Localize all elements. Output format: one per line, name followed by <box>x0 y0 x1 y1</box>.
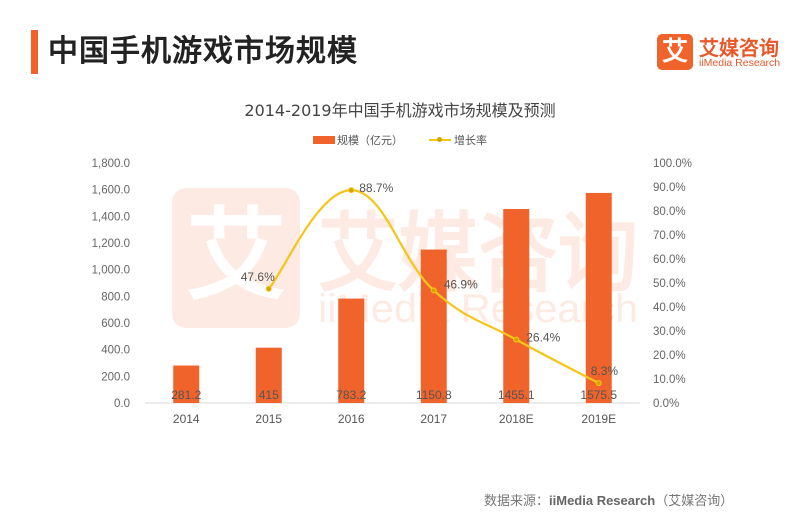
watermark-logo-mark: 艾 <box>186 197 286 314</box>
right-tick-label: 10.0% <box>653 374 686 386</box>
x-tick-label: 2015 <box>255 412 282 426</box>
source-suffix: （艾媒咨询） <box>655 494 734 509</box>
x-tick-label: 2019E <box>581 412 616 426</box>
right-tick-label: 80.0% <box>653 206 686 218</box>
left-tick-label: 1,600.0 <box>92 185 130 197</box>
x-tick-label: 2016 <box>338 412 365 426</box>
bar <box>503 208 530 403</box>
bar-labels: 281.2 415 783.2 1150.8 1455.1 1575.5 <box>171 388 617 402</box>
growth-point <box>265 285 272 292</box>
right-tick-label: 90.0% <box>653 182 686 194</box>
bar-value-label: 1150.8 <box>416 388 452 402</box>
left-tick-label: 0.0 <box>114 398 130 410</box>
logo-text-en: iiMedia Research <box>699 57 781 69</box>
left-tick-label: 600.0 <box>101 318 130 330</box>
chart-title: 2014-2019年中国手机游戏市场规模及预测 <box>244 101 556 120</box>
growth-point <box>595 380 602 387</box>
growth-value-label: 88.7% <box>359 181 393 195</box>
legend-bar-label: 规模（亿元） <box>337 134 403 147</box>
growth-point <box>513 336 520 343</box>
left-tick-label: 400.0 <box>101 345 130 357</box>
title-accent-bar <box>31 30 38 74</box>
watermark-logo-box <box>172 188 300 328</box>
brand-logo: 艾 艾媒咨询 iiMedia Research <box>657 34 800 78</box>
right-tick-label: 20.0% <box>653 350 686 362</box>
left-tick-label: 1,400.0 <box>92 211 130 223</box>
watermark: 艾 艾媒咨询 iiMedia Research <box>172 188 638 331</box>
bar <box>173 365 200 403</box>
right-axis: 0.0% 10.0% 20.0% 30.0% 40.0% 50.0% 60.0% 70.0% 8… <box>653 158 692 410</box>
left-axis: 0.0 200.0 400.0 600.0 800.0 1,000.0 1,200.0 1,4… <box>92 158 130 410</box>
right-tick-label: 0.0% <box>653 398 679 410</box>
growth-value-label: 46.9% <box>444 277 478 291</box>
watermark-text-cn: 艾媒咨询 <box>318 204 638 304</box>
watermark-text-en: iiMedia Research <box>318 287 638 331</box>
bar <box>338 298 365 403</box>
data-source: 数据来源：iiMedia Research（艾媒咨询） <box>484 490 733 509</box>
logo-mark-icon: 艾 <box>657 34 693 70</box>
left-tick-label: 800.0 <box>101 291 130 303</box>
growth-value-label: 26.4% <box>526 331 560 345</box>
page-title: 中国手机游戏市场规模 <box>48 34 358 69</box>
bar-value-label: 281.2 <box>171 388 201 402</box>
bar <box>585 192 612 403</box>
left-tick-label: 1,000.0 <box>92 265 130 277</box>
x-axis-ticks: 2014 2015 2016 2017 2018E 2019E <box>173 412 616 426</box>
left-tick-label: 1,200.0 <box>92 238 130 250</box>
source-name: iiMedia Research <box>549 493 656 508</box>
x-tick-label: 2017 <box>420 412 447 426</box>
bar-value-label: 783.2 <box>336 388 366 402</box>
growth-line: 47.6% 88.7% 46.9% 26.4% 8.3% <box>241 181 619 387</box>
growth-line-path <box>267 189 600 385</box>
right-tick-label: 70.0% <box>653 230 686 242</box>
growth-value-label: 8.3% <box>591 364 619 378</box>
bar-value-label: 415 <box>259 388 279 402</box>
bar <box>420 249 447 403</box>
source-prefix: 数据来源： <box>484 494 550 509</box>
right-tick-label: 50.0% <box>653 278 686 290</box>
x-tick-label: 2014 <box>173 412 200 426</box>
left-tick-label: 1,800.0 <box>92 158 130 170</box>
legend-bar-swatch <box>313 136 335 144</box>
growth-value-label: 47.6% <box>241 270 275 284</box>
right-tick-label: 30.0% <box>653 326 686 338</box>
right-tick-label: 60.0% <box>653 254 686 266</box>
left-tick-label: 200.0 <box>101 371 130 383</box>
growth-point <box>348 187 355 194</box>
growth-point <box>430 287 437 294</box>
logo-text-cn: 艾媒咨询 <box>699 36 779 60</box>
legend-line-label: 增长率 <box>454 134 487 147</box>
bar-value-label: 1455.1 <box>498 388 535 402</box>
chart-legend: 规模（亿元） 增长率 <box>0 132 800 148</box>
legend-line-swatch <box>429 137 451 142</box>
bar <box>255 347 282 403</box>
right-tick-label: 100.0% <box>653 158 692 170</box>
bar-value-label: 1575.5 <box>580 388 617 402</box>
right-tick-label: 40.0% <box>653 302 686 314</box>
bars <box>173 192 612 403</box>
x-tick-label: 2018E <box>499 412 534 426</box>
